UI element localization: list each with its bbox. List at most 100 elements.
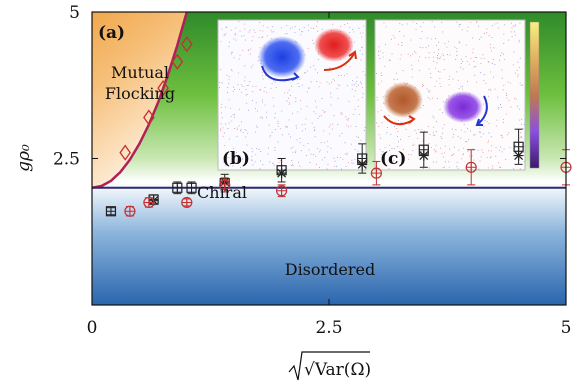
noise-particle [340,114,342,116]
noise-particle [520,136,522,137]
noise-particle [306,91,308,93]
noise-particle [262,30,264,32]
noise-particle [458,88,460,89]
noise-particle [439,78,441,79]
noise-particle [451,128,453,130]
inset-b [217,19,367,171]
noise-particle [480,36,482,38]
noise-particle [431,38,433,40]
noise-particle [309,162,311,163]
noise-particle [285,126,287,128]
noise-particle [391,38,392,40]
noise-particle [307,48,309,49]
noise-particle [261,99,263,101]
noise-particle [407,53,409,55]
noise-particle [324,111,326,113]
noise-particle [473,61,475,62]
noise-particle [262,75,263,77]
noise-particle [380,72,382,74]
noise-particle [265,75,266,77]
noise-particle [345,65,347,67]
noise-particle [257,60,259,62]
noise-particle [302,130,303,132]
noise-particle [252,85,254,87]
noise-particle [449,148,451,150]
noise-particle [435,144,437,146]
noise-particle [465,56,467,57]
noise-particle [388,144,390,146]
noise-particle [348,162,349,163]
svg-text:√Var(Ω): √Var(Ω) [304,360,371,380]
noise-particle [511,36,513,37]
noise-particle [391,147,393,149]
noise-particle [341,133,343,134]
noise-particle [388,160,390,162]
noise-particle [227,128,229,129]
noise-particle [327,146,329,148]
noise-particle [336,165,337,167]
noise-particle [308,87,310,89]
noise-particle [236,127,238,129]
noise-particle [472,52,474,54]
noise-particle [341,113,343,114]
noise-particle [357,106,359,107]
noise-particle [428,45,430,47]
noise-particle [501,135,503,137]
noise-particle [408,153,410,155]
noise-particle [494,23,496,25]
noise-particle [303,144,305,146]
noise-particle [401,45,403,46]
noise-particle [301,124,303,126]
noise-particle [238,125,240,127]
noise-particle [518,148,520,150]
noise-particle [288,89,290,91]
noise-particle [443,124,445,126]
noise-particle [333,115,335,117]
noise-particle [497,108,499,110]
noise-particle [244,80,246,82]
noise-particle [376,99,378,101]
noise-particle [364,127,366,128]
noise-particle [449,54,451,56]
noise-particle [399,58,401,60]
noise-particle [229,107,231,109]
noise-particle [328,126,330,128]
noise-particle [274,129,276,130]
noise-particle [226,26,228,28]
noise-particle [377,126,379,127]
noise-particle [271,131,273,133]
noise-particle [277,123,279,124]
noise-particle [330,92,331,94]
noise-particle [234,89,235,90]
noise-particle [501,107,502,108]
noise-particle [233,157,234,159]
noise-particle [273,80,274,82]
data-point-square-plus [186,181,197,195]
noise-particle [412,150,414,151]
noise-particle [491,37,493,38]
noise-particle [307,143,309,144]
noise-particle [346,118,348,120]
noise-particle [506,92,507,94]
noise-particle [221,117,223,118]
noise-particle [288,119,290,121]
noise-particle [312,28,314,29]
noise-particle [490,43,492,45]
noise-particle [522,84,524,86]
noise-particle [251,155,253,157]
noise-particle [252,100,253,102]
noise-particle [467,150,469,152]
noise-particle [267,27,269,28]
noise-particle [448,166,450,168]
noise-particle [259,89,261,90]
noise-particle [516,69,518,71]
noise-particle [291,26,293,28]
noise-particle [319,115,321,117]
noise-particle [239,156,241,158]
noise-particle [228,75,230,77]
noise-particle [225,33,227,35]
noise-particle [298,86,300,87]
noise-particle [360,59,362,61]
noise-particle [469,155,470,157]
